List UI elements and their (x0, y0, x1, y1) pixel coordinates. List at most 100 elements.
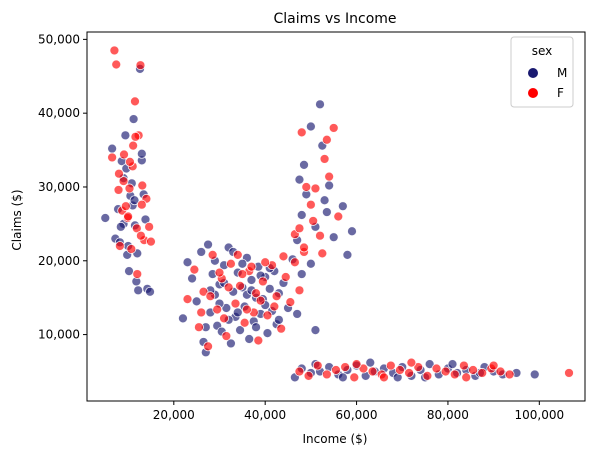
data-point (237, 269, 248, 279)
data-point (123, 211, 134, 222)
data-point (296, 127, 307, 138)
data-point (124, 183, 135, 194)
x-axis-label: Income ($) (303, 432, 368, 446)
data-point (337, 372, 348, 383)
data-point (294, 366, 305, 377)
data-point (196, 247, 207, 257)
data-point (406, 357, 417, 368)
data-point (219, 313, 229, 324)
data-point (292, 309, 303, 319)
legend-marker-f (528, 88, 538, 98)
data-point (342, 249, 353, 260)
data-point (203, 341, 213, 352)
data-point (315, 99, 325, 110)
data-point (273, 314, 284, 325)
legend-title: sex (532, 44, 553, 58)
data-point (296, 269, 307, 279)
data-point (232, 249, 243, 260)
data-points (100, 45, 574, 383)
x-tick-label: 40,000 (244, 408, 286, 422)
data-point (310, 325, 321, 336)
data-point (299, 242, 309, 253)
data-point (198, 286, 209, 297)
plot-frame (86, 31, 586, 402)
data-point (262, 310, 273, 321)
data-point (226, 258, 236, 269)
data-point (111, 59, 122, 70)
data-point (319, 195, 330, 206)
data-point (321, 369, 332, 380)
data-point (289, 257, 300, 268)
data-point (264, 283, 275, 294)
x-tick-label: 20,000 (153, 408, 195, 422)
data-point (328, 123, 339, 133)
data-point (301, 182, 312, 192)
data-point (131, 223, 142, 234)
data-point (246, 261, 257, 272)
data-point (120, 130, 131, 141)
data-point (255, 295, 266, 306)
legend-label-f: F (557, 86, 564, 100)
data-point (251, 288, 261, 299)
data-point (120, 201, 131, 212)
data-point (194, 322, 204, 333)
data-point (119, 149, 129, 160)
data-point (269, 301, 280, 312)
data-point (333, 211, 344, 222)
data-point (214, 267, 225, 278)
data-point (144, 221, 155, 232)
data-point (365, 357, 376, 368)
data-point (260, 257, 271, 268)
legend-label-m: M (557, 66, 567, 80)
data-point (347, 226, 357, 237)
data-point (379, 372, 389, 383)
data-point (244, 334, 255, 344)
data-point (305, 121, 316, 132)
data-point (305, 258, 316, 269)
data-point (468, 365, 478, 375)
data-point (440, 366, 451, 377)
data-point (115, 221, 126, 232)
y-tick-label: 10,000 (38, 328, 80, 342)
data-point (422, 371, 433, 381)
data-point (136, 199, 147, 210)
data-point (294, 223, 305, 234)
data-point (100, 213, 111, 223)
data-point (187, 273, 197, 284)
data-point (529, 369, 540, 380)
data-point (226, 338, 236, 349)
x-tick-label: 100,000 (514, 408, 564, 422)
legend-frame (510, 36, 574, 108)
data-point (447, 359, 458, 370)
data-point (349, 372, 360, 383)
data-point (328, 232, 339, 243)
data-point (191, 296, 202, 307)
data-point (271, 291, 282, 302)
legend-marker-m (528, 68, 538, 78)
x-tick-label: 80,000 (427, 408, 469, 422)
data-point (109, 45, 120, 56)
data-point (130, 96, 140, 107)
x-tick-label: 60,000 (336, 408, 378, 422)
data-point (146, 236, 156, 247)
data-point (132, 269, 143, 279)
data-point (212, 304, 223, 315)
plot-area (86, 31, 586, 402)
data-point (495, 366, 506, 377)
data-point (253, 335, 264, 346)
data-point (128, 114, 139, 124)
data-point (285, 297, 296, 308)
data-point (340, 362, 351, 372)
series-m (100, 64, 540, 383)
data-point (321, 207, 332, 217)
data-point (113, 185, 124, 195)
data-point (207, 249, 218, 260)
data-point (296, 210, 307, 220)
data-point (235, 280, 245, 291)
data-point (235, 325, 245, 336)
legend: sex M F (510, 36, 574, 108)
data-point (145, 286, 155, 297)
data-point (294, 285, 305, 296)
data-point (107, 143, 118, 154)
